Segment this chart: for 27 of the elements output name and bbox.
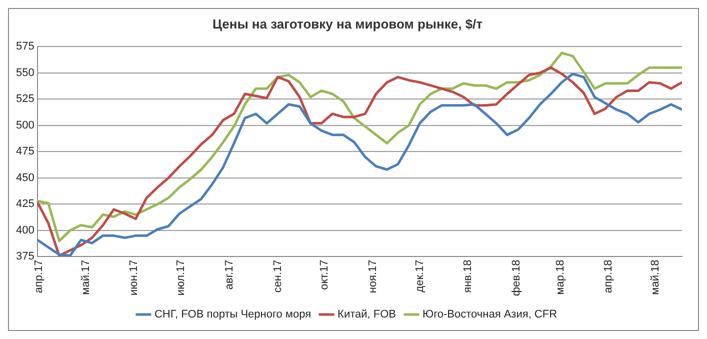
x-tick-label: апр.18 xyxy=(602,260,615,294)
y-tick-label: 425 xyxy=(16,198,34,210)
y-tick-label: 475 xyxy=(16,146,34,158)
x-tick-label: июн.17 xyxy=(128,260,140,296)
x-tick-label: май.18 xyxy=(649,260,662,295)
x-tick-label: июл.17 xyxy=(174,260,187,296)
y-tick-label: 450 xyxy=(16,172,34,184)
legend-label: Юго-Восточная Азия, CFR xyxy=(422,308,558,321)
x-tick-label: ноя.17 xyxy=(366,260,379,294)
x-tick-label: май.17 xyxy=(80,260,92,295)
legend-label: Китай, FOB xyxy=(338,308,396,321)
x-tick-label: мар.18 xyxy=(554,260,566,295)
y-tick-label: 575 xyxy=(16,40,34,53)
legend-label: СНГ, FOB порты Черного моря xyxy=(154,308,312,321)
x-tick-label: сен.17 xyxy=(272,260,284,293)
y-tick-label: 550 xyxy=(16,66,34,79)
x-tick-label: янв.18 xyxy=(462,260,474,293)
x-tick-label: авг.17 xyxy=(223,260,236,290)
y-tick-label: 400 xyxy=(16,224,34,236)
y-tick-label: 525 xyxy=(16,93,34,106)
y-tick-label: 375 xyxy=(16,250,34,263)
x-tick-label: апр.17 xyxy=(32,260,45,294)
y-tick-label: 500 xyxy=(16,119,34,132)
x-tick-label: дек.17 xyxy=(414,260,426,292)
x-tick-label: окт.17 xyxy=(318,260,331,290)
x-tick-label: фев.18 xyxy=(510,260,523,296)
chart-title: Цены на заготовку на мировом рынке, $/т xyxy=(212,16,483,32)
